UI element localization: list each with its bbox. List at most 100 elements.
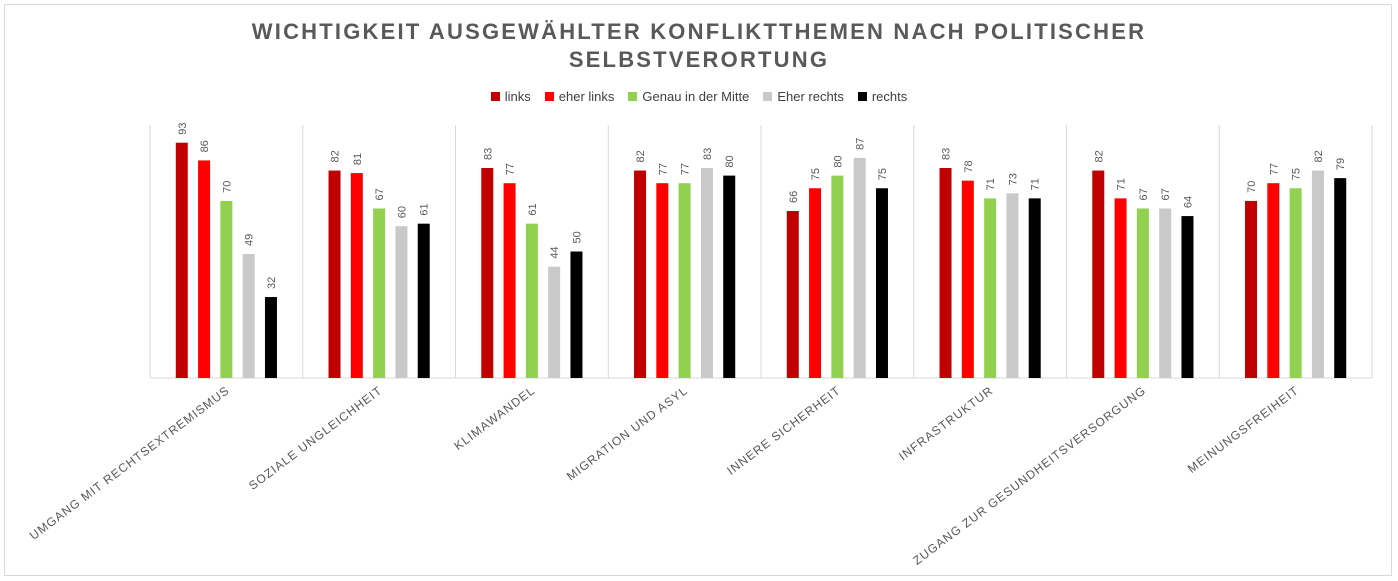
data-label: 82 [1093,150,1105,162]
data-label: 77 [505,163,517,175]
legend: links eher links Genau in der Mitte Eher re… [0,89,1398,104]
legend-label: Eher rechts [777,89,844,104]
x-tick-label: MIGRATION UND ASYL [564,383,690,483]
x-tick-label: ZUGANG ZUR GESUNDHEITSVERSORGUNG [910,383,1148,568]
legend-item: Genau in der Mitte [628,89,749,104]
data-label: 83 [941,148,953,160]
bar [503,183,516,378]
data-label: 75 [810,168,822,180]
x-tick-label: UMGANG MIT RECHTSEXTREMISMUS [27,383,232,543]
bar [525,223,538,378]
bar [481,168,494,378]
data-label: 64 [1182,196,1194,208]
x-tick-label: SOZIALE UNGLEICHHEIT [246,383,385,493]
bar [350,173,363,378]
data-label: 61 [419,203,431,215]
data-label: 61 [527,203,539,215]
data-label: 49 [244,234,256,246]
bar [723,175,736,378]
data-label: 77 [657,163,669,175]
legend-item: rechts [857,89,908,104]
bar [809,188,822,378]
data-label: 79 [1335,158,1347,170]
data-label: 86 [199,140,211,152]
data-label: 77 [680,163,692,175]
legend-label: rechts [871,89,908,104]
bar [1267,183,1280,378]
bar [1181,216,1194,378]
legend-swatch [490,92,500,101]
data-label: 82 [1313,150,1325,162]
data-label: 75 [1291,168,1303,180]
chart-frame [4,4,1392,576]
bar [1092,170,1105,378]
bar [1159,208,1172,378]
bar [634,170,647,378]
bar [656,183,669,378]
bar [548,266,561,378]
bar [328,170,341,378]
data-label: 60 [396,206,408,218]
bar [242,254,255,378]
legend-label: eher links [558,89,615,104]
data-label: 66 [788,191,800,203]
bar [1114,198,1127,378]
bar [831,175,844,378]
legend-item: eher links [544,89,615,104]
data-label: 44 [549,246,561,258]
data-label: 71 [1030,178,1042,190]
bar [395,226,408,378]
data-label: 87 [855,138,867,150]
data-label: 83 [702,148,714,160]
bar [1289,188,1302,378]
legend-item: Eher rechts [763,89,844,104]
bar [939,168,952,378]
bar [1311,170,1324,378]
data-label: 81 [352,153,364,165]
legend-swatch [544,92,554,101]
legend-swatch [628,92,638,101]
legend-label: links [504,89,531,104]
bar [1334,178,1347,378]
data-label: 50 [571,231,583,243]
data-label: 67 [1138,188,1150,200]
legend-label: Genau in der Mitte [642,89,750,104]
legend-swatch [763,92,773,101]
data-label: 83 [482,148,494,160]
bar [417,223,430,378]
data-label: 73 [1007,173,1019,185]
x-tick-label: KLIMAWANDEL [451,383,537,453]
data-label: 67 [374,188,386,200]
bar [875,188,888,378]
data-label: 70 [1246,181,1258,193]
bar [1006,193,1019,378]
data-label: 71 [985,178,997,190]
bar [264,297,277,378]
chart-title: WICHTIGKEIT AUSGEWÄHLTER KONFLIKTTHEMEN … [251,19,1147,72]
data-label: 82 [330,150,342,162]
x-tick-label: INNERE SICHERHEIT [724,383,843,477]
bar [700,168,713,378]
x-tick-label: MEINUNGSFREIHEIT [1185,383,1302,476]
bar [1245,200,1258,378]
data-label: 67 [1160,188,1172,200]
bar [984,198,997,378]
data-label: 32 [266,277,278,289]
bar [373,208,386,378]
x-tick-label: INFRASTRUKTUR [896,383,996,463]
data-label: 77 [1268,163,1280,175]
bar [853,157,866,378]
data-label: 71 [1116,178,1128,190]
bar [1136,208,1149,378]
legend-item: links [490,89,531,104]
data-label: 80 [832,155,844,167]
bar [175,142,188,378]
bar [961,180,974,378]
data-label: 93 [177,122,189,134]
data-label: 78 [963,160,975,172]
data-label: 82 [635,150,647,162]
bar [198,160,211,378]
data-label: 75 [877,168,889,180]
